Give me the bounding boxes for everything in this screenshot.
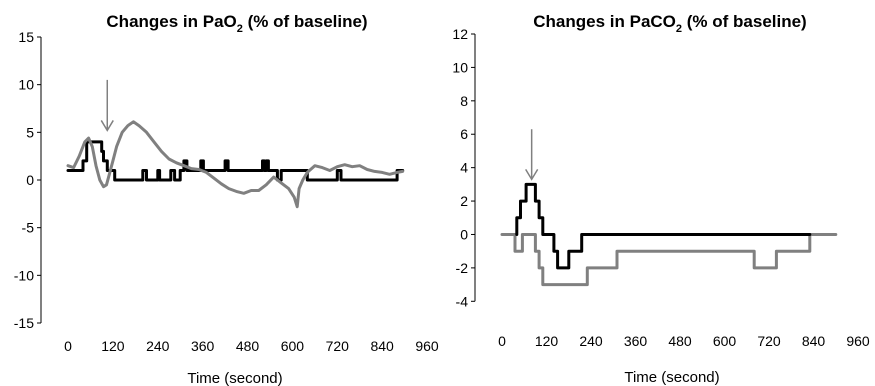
- pao2-chart: Changes in PaO2 (% of baseline) Time (se…: [14, 12, 439, 386]
- paco2-y-tick-label: 8: [460, 93, 468, 109]
- pao2-x-tick-label: 360: [191, 338, 215, 354]
- paco2-x-axis-label: Time (second): [624, 369, 719, 386]
- pao2-x-tick-label: 480: [236, 338, 260, 354]
- pao2-y-tick-label: 5: [26, 124, 34, 140]
- paco2-x-tick-label: 600: [713, 333, 737, 349]
- pao2-x-tick-label: 0: [64, 338, 72, 354]
- pao2-x-tick-label: 720: [326, 338, 350, 354]
- pao2-arrow-annotation: [100, 79, 114, 132]
- paco2-y-tick-label: 4: [460, 160, 468, 176]
- pao2-series-line-2: [66, 120, 405, 209]
- pao2-x-tick-label: 960: [415, 338, 439, 354]
- paco2-x-tick-label: 0: [498, 333, 506, 349]
- pao2-y-tick-label: -5: [22, 220, 35, 236]
- pao2-chart-title: Changes in PaO2 (% of baseline): [106, 12, 367, 35]
- paco2-y-tick-label: -2: [456, 260, 469, 276]
- paco2-x-tick-label: 960: [846, 333, 870, 349]
- pao2-x-tick-label: 840: [370, 338, 394, 354]
- paco2-chart-title: Changes in PaCO2 (% of baseline): [533, 12, 806, 35]
- paco2-x-tick-label: 240: [579, 333, 603, 349]
- paco2-y-tick-label: 12: [452, 26, 468, 42]
- paco2-chart: Changes in PaCO2 (% of baseline) Time (s…: [452, 12, 869, 386]
- pao2-y-tick-label: 0: [26, 172, 34, 188]
- paco2-y-tick-label: 0: [460, 226, 468, 242]
- paco2-series-line-1: [500, 233, 838, 287]
- paco2-x-tick-label: 120: [535, 333, 559, 349]
- paco2-y-tick-label: 10: [452, 59, 468, 75]
- pao2-y-tick-label: 15: [18, 29, 34, 45]
- pao2-x-tick-label: 600: [281, 338, 305, 354]
- paco2-y-tick-label: -4: [456, 293, 469, 309]
- pao2-y-tick-label: 10: [18, 77, 34, 93]
- paco2-series-line-2: [515, 182, 812, 270]
- paco2-arrow-annotation: [525, 129, 539, 181]
- paco2-y-tick-label: 2: [460, 193, 468, 209]
- paco2-x-tick-label: 720: [757, 333, 781, 349]
- paco2-x-tick-label: 360: [624, 333, 648, 349]
- paco2-y-tick-label: 6: [460, 126, 468, 142]
- pao2-x-tick-label: 120: [101, 338, 125, 354]
- pao2-series-line-1: [66, 140, 405, 182]
- paco2-x-tick-label: 480: [668, 333, 692, 349]
- pao2-x-axis-label: Time (second): [187, 370, 282, 386]
- paco2-x-tick-label: 840: [802, 333, 826, 349]
- pao2-y-tick-label: -10: [14, 267, 34, 283]
- pao2-y-tick-label: -15: [14, 315, 34, 331]
- pao2-x-tick-label: 240: [146, 338, 170, 354]
